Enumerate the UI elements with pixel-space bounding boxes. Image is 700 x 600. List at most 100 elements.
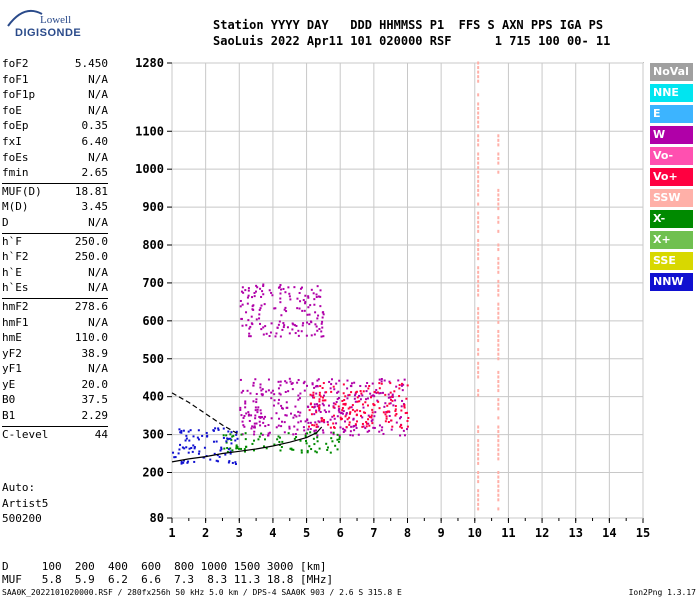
echo-point <box>246 296 249 299</box>
interference-streak <box>477 475 480 479</box>
interference-streak <box>497 138 500 142</box>
echo-point <box>185 434 188 437</box>
y-tick-label: 400 <box>142 390 164 404</box>
param-row: M(D) 3.45 <box>2 200 108 216</box>
interference-streak <box>497 348 500 352</box>
echo-point <box>279 292 282 295</box>
echo-point <box>268 335 271 338</box>
echo-point <box>307 406 310 409</box>
echo-point <box>182 429 185 432</box>
param-name: fxI <box>2 134 22 148</box>
echo-point <box>311 424 314 427</box>
echo-point <box>180 462 183 465</box>
echo-point <box>351 404 354 407</box>
param-row: yF1 N/A <box>2 362 108 378</box>
echo-point <box>277 402 280 405</box>
echo-point <box>371 422 374 425</box>
interference-streak <box>497 448 500 452</box>
logo-line2: DIGISONDE <box>15 27 82 39</box>
interference-streak <box>477 293 480 297</box>
autoscaling-info: Auto: Artist5 500200 <box>2 480 48 527</box>
echo-point <box>241 433 244 436</box>
interference-streak <box>497 357 500 361</box>
echo-point <box>361 416 364 419</box>
echo-point <box>279 449 282 452</box>
echo-point <box>292 448 295 451</box>
echo-point <box>235 433 238 436</box>
echo-point <box>333 426 336 429</box>
echo-point <box>264 425 267 428</box>
echo-point <box>182 459 185 462</box>
echo-point <box>319 295 322 298</box>
echo-point <box>323 409 326 412</box>
echo-point <box>391 399 394 402</box>
echo-point <box>338 434 341 437</box>
echo-point <box>320 330 323 333</box>
interference-streak <box>477 257 480 261</box>
interference-streak <box>477 220 480 224</box>
echo-point <box>254 378 257 381</box>
echo-point <box>283 308 286 311</box>
echo-point <box>270 291 273 294</box>
echo-point <box>398 395 401 398</box>
echo-point <box>273 399 276 402</box>
interference-streak <box>497 216 500 220</box>
echo-point <box>342 383 345 386</box>
echo-point <box>297 398 300 401</box>
echo-point <box>381 426 384 429</box>
interference-streak <box>477 161 480 165</box>
y-tick-label: 1100 <box>135 124 164 138</box>
param-row: D N/A <box>2 216 108 232</box>
echo-point <box>352 417 355 420</box>
echo-point <box>359 410 362 413</box>
echo-point <box>358 400 361 403</box>
echo-point <box>318 447 321 450</box>
echo-point <box>190 446 193 449</box>
echo-point <box>315 325 318 328</box>
echo-point <box>298 307 301 310</box>
echo-point <box>322 394 325 397</box>
echo-point <box>189 429 192 432</box>
interference-streak <box>497 284 500 288</box>
echo-point <box>279 380 282 383</box>
param-row: yE 20.0 <box>2 378 108 394</box>
echo-point <box>294 332 297 335</box>
interference-streak <box>477 329 480 333</box>
echo-point <box>316 403 319 406</box>
interference-streak <box>477 439 480 443</box>
interference-streak <box>477 389 480 393</box>
echo-point <box>406 425 409 428</box>
echo-point <box>184 439 187 442</box>
echo-point <box>306 451 309 454</box>
echo-point <box>185 437 188 440</box>
echo-point <box>250 414 253 417</box>
echo-point <box>295 324 298 327</box>
x-tick-label: 8 <box>404 526 411 540</box>
echo-point <box>305 384 308 387</box>
echo-point <box>336 415 339 418</box>
echo-point <box>262 326 265 329</box>
echo-point <box>374 411 377 414</box>
echo-point <box>300 451 303 454</box>
echo-point <box>319 385 322 388</box>
interference-streak <box>477 348 480 352</box>
echo-point <box>391 425 394 428</box>
echo-point <box>371 408 374 411</box>
echo-point <box>338 411 341 414</box>
echo-point <box>192 444 195 447</box>
echo-point <box>178 448 181 451</box>
echo-point <box>241 420 244 423</box>
auto-version: 500200 <box>2 512 42 525</box>
echo-point <box>304 434 307 437</box>
param-row: h`F2 250.0 <box>2 250 108 266</box>
legend-item: SSW <box>650 189 693 207</box>
echo-point <box>371 418 374 421</box>
echo-point <box>322 399 325 402</box>
y-tick-label: 600 <box>142 314 164 328</box>
echo-point <box>316 405 319 408</box>
echo-point <box>284 380 287 383</box>
echo-point <box>243 450 246 453</box>
echo-point <box>385 417 388 420</box>
param-name: yF2 <box>2 346 22 360</box>
echo-point <box>231 449 234 452</box>
